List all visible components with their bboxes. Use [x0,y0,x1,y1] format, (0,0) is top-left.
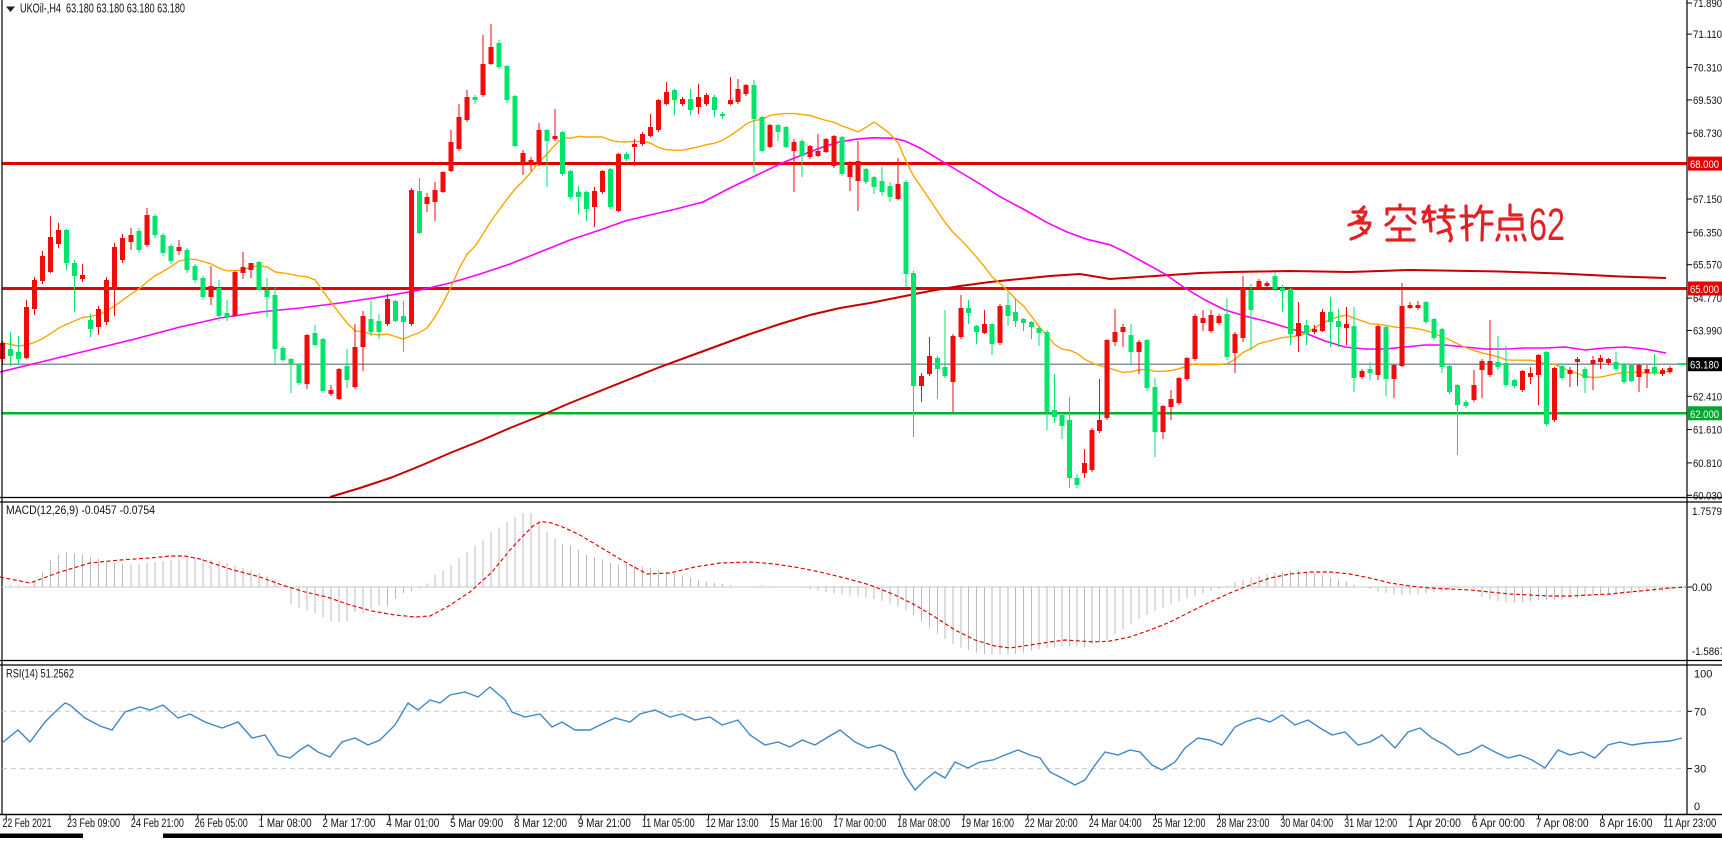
svg-text:70: 70 [1694,706,1706,718]
svg-text:30 Mar 04:00: 30 Mar 04:00 [1280,818,1333,830]
svg-text:0: 0 [1694,801,1700,813]
svg-text:63.990: 63.990 [1693,326,1722,338]
svg-text:30: 30 [1694,764,1706,776]
svg-text:9 Mar 21:00: 9 Mar 21:00 [578,818,631,830]
svg-text:67.150: 67.150 [1693,194,1722,206]
svg-text:5 Mar 09:00: 5 Mar 09:00 [450,818,503,830]
svg-text:69.530: 69.530 [1693,95,1722,107]
svg-text:23 Feb 09:00: 23 Feb 09:00 [67,818,120,830]
svg-text:31 Mar 12:00: 31 Mar 12:00 [1344,818,1397,830]
svg-text:6 Apr 00:00: 6 Apr 00:00 [1472,818,1525,830]
svg-text:60.810: 60.810 [1693,458,1722,470]
svg-text:28 Mar 23:00: 28 Mar 23:00 [1216,818,1269,830]
svg-text:68.000: 68.000 [1690,159,1719,171]
svg-text:MACD(12,26,9) -0.0457 -0.0754: MACD(12,26,9) -0.0457 -0.0754 [6,503,155,517]
svg-text:8 Apr 16:00: 8 Apr 16:00 [1600,818,1653,830]
svg-text:1.7579: 1.7579 [1692,506,1722,518]
svg-text:62.410: 62.410 [1693,391,1722,403]
svg-text:RSI(14) 51.2562: RSI(14) 51.2562 [6,667,74,681]
svg-text:0.00: 0.00 [1692,582,1712,594]
svg-text:1 Apr 20:00: 1 Apr 20:00 [1408,818,1461,830]
svg-text:26 Feb 05:00: 26 Feb 05:00 [195,818,248,830]
svg-text:UKOil-,H4 63.180 63.180 63.18: UKOil-,H4 63.180 63.180 63.180 63.180 [20,2,185,16]
svg-text:2 Mar 17:00: 2 Mar 17:00 [322,818,375,830]
svg-text:7 Apr 08:00: 7 Apr 08:00 [1536,818,1589,830]
svg-text:11 Apr 23:00: 11 Apr 23:00 [1663,818,1716,830]
svg-text:24 Mar 04:00: 24 Mar 04:00 [1089,818,1142,830]
svg-text:25 Mar 12:00: 25 Mar 12:00 [1153,818,1206,830]
svg-text:-1.5867: -1.5867 [1692,646,1722,658]
svg-text:8 Mar 12:00: 8 Mar 12:00 [514,818,567,830]
svg-text:11 Mar 05:00: 11 Mar 05:00 [642,818,695,830]
svg-text:66.350: 66.350 [1693,227,1722,239]
svg-text:62: 62 [1529,199,1565,250]
svg-text:15 Mar 16:00: 15 Mar 16:00 [769,818,822,830]
svg-text:60.030: 60.030 [1693,490,1722,502]
svg-text:18 Mar 08:00: 18 Mar 08:00 [897,818,950,830]
svg-text:70.310: 70.310 [1693,62,1722,74]
svg-text:1 Mar 08:00: 1 Mar 08:00 [259,818,312,830]
svg-text:22 Feb 2021: 22 Feb 2021 [3,818,52,830]
svg-text:24 Feb 21:00: 24 Feb 21:00 [131,818,184,830]
svg-text:17 Mar 00:00: 17 Mar 00:00 [833,818,886,830]
svg-text:64.770: 64.770 [1693,293,1722,305]
svg-text:100: 100 [1694,669,1712,681]
svg-text:19 Mar 16:00: 19 Mar 16:00 [961,818,1014,830]
svg-text:62.000: 62.000 [1690,409,1719,421]
svg-text:65.570: 65.570 [1693,260,1722,272]
svg-text:65.000: 65.000 [1690,284,1719,296]
svg-text:61.610: 61.610 [1693,425,1722,437]
svg-text:71.110: 71.110 [1693,29,1722,41]
svg-text:68.730: 68.730 [1693,128,1722,140]
svg-text:12 Mar 13:00: 12 Mar 13:00 [706,818,759,830]
svg-text:22 Mar 20:00: 22 Mar 20:00 [1025,818,1078,830]
svg-text:63.180: 63.180 [1690,360,1719,372]
svg-text:71.890: 71.890 [1693,0,1722,10]
svg-text:4 Mar 01:00: 4 Mar 01:00 [386,818,439,830]
